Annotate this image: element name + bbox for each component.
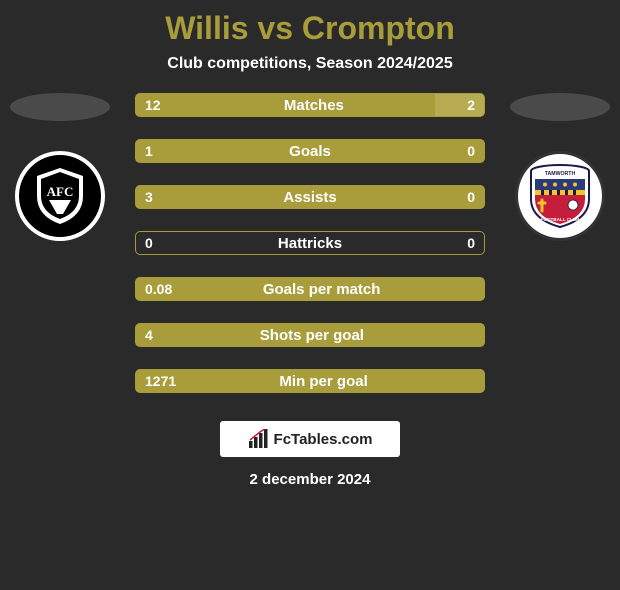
svg-text:AFC: AFC	[47, 184, 74, 199]
stat-bar-row: 4Shots per goal	[135, 323, 485, 347]
stat-bar-row: 3Assists0	[135, 185, 485, 209]
stat-left-value: 1	[135, 143, 163, 159]
stat-label: Matches	[171, 97, 458, 114]
page-title: Willis vs Crompton	[0, 10, 620, 47]
stat-bar-row: 12Matches2	[135, 93, 485, 117]
subtitle: Club competitions, Season 2024/2025	[0, 55, 620, 73]
stat-left-value: 0.08	[135, 281, 182, 297]
player-portrait-placeholder-right	[510, 93, 610, 121]
stat-left-value: 12	[135, 97, 171, 113]
stat-left-value: 0	[135, 235, 163, 251]
stat-left-value: 1271	[135, 373, 186, 389]
stat-bar-row: 1Goals0	[135, 139, 485, 163]
stat-right-value: 2	[457, 97, 485, 113]
stat-bars-container: 12Matches21Goals03Assists00Hattricks00.0…	[135, 93, 485, 393]
chart-icon	[248, 429, 270, 449]
stat-label: Min per goal	[186, 373, 461, 390]
svg-text:FOOTBALL CLUB: FOOTBALL CLUB	[541, 217, 581, 222]
right-team-crest: TAMWORTH FOOTBALL CLUB	[515, 151, 605, 241]
stat-label: Hattricks	[163, 235, 457, 252]
stat-label: Assists	[163, 189, 457, 206]
player-portrait-placeholder-left	[10, 93, 110, 121]
svg-text:TAMWORTH: TAMWORTH	[545, 171, 576, 177]
stat-right-value: 0	[457, 235, 485, 251]
shield-icon: TAMWORTH FOOTBALL CLUB	[529, 163, 591, 229]
comparison-main: AFC TAMWORTH	[0, 93, 620, 393]
branding-text: FcTables.com	[274, 431, 373, 448]
date-text: 2 december 2024	[0, 471, 620, 488]
left-team-column: AFC	[10, 93, 110, 241]
shield-icon: AFC	[35, 166, 85, 226]
stat-left-value: 3	[135, 189, 163, 205]
stat-left-value: 4	[135, 327, 163, 343]
stat-right-value: 0	[457, 189, 485, 205]
stat-bar-row: 1271Min per goal	[135, 369, 485, 393]
stat-label: Goals	[163, 143, 457, 160]
stat-bar-row: 0.08Goals per match	[135, 277, 485, 301]
branding-badge: FcTables.com	[220, 421, 400, 457]
left-team-crest: AFC	[15, 151, 105, 241]
stat-bar-row: 0Hattricks0	[135, 231, 485, 255]
stat-right-value: 0	[457, 143, 485, 159]
stat-label: Goals per match	[182, 281, 461, 298]
stat-label: Shots per goal	[163, 327, 461, 344]
right-team-column: TAMWORTH FOOTBALL CLUB	[510, 93, 610, 241]
